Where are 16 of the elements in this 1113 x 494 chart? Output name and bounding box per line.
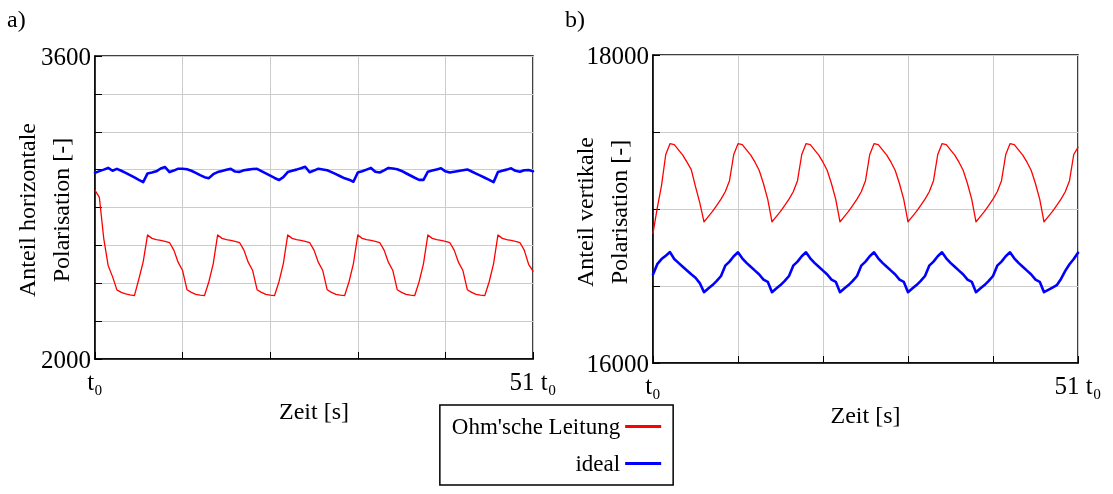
y-tick-label: 3600 — [41, 42, 91, 70]
legend-label: ideal — [575, 451, 621, 476]
line-series — [93, 165, 535, 184]
y-tick-label: 18000 — [586, 41, 649, 69]
x-axis-title: Zeit [s] — [279, 397, 349, 424]
y-axis-title: Anteil vertikale Polarisation [-] — [572, 137, 632, 287]
line-series — [652, 143, 1079, 234]
y-axis-title: Anteil horizontale Polarisation [-] — [14, 123, 74, 297]
legend-label: Ohm'sche Leitung — [451, 414, 621, 439]
chart-title: b) — [565, 6, 585, 32]
x-axis-title: Zeit [s] — [830, 401, 901, 428]
chart-title: a) — [7, 6, 26, 32]
line-series — [651, 250, 1080, 294]
line-series — [94, 189, 534, 297]
x-tick-label: 51 t₀ — [509, 368, 557, 395]
x-tick-label: 51 t₀ — [1054, 372, 1102, 399]
